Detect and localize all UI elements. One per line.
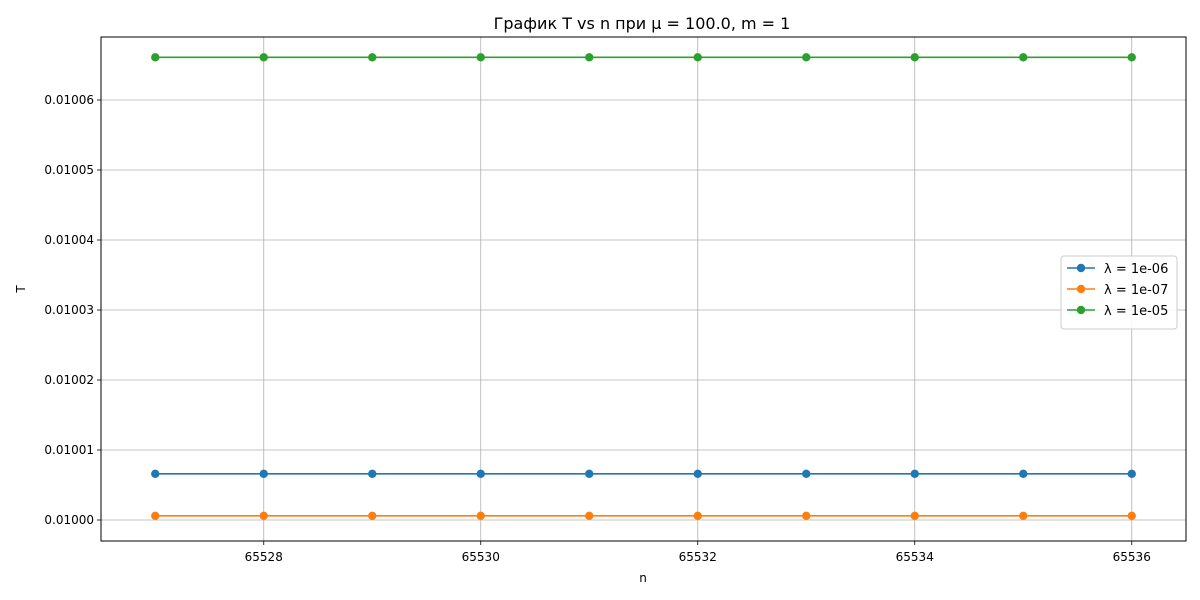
y-tick-label: 0.01001 [44,443,94,457]
data-point-1e-07 [910,511,919,520]
data-point-1e-06 [585,469,594,478]
x-tick-label: 65536 [1113,550,1151,564]
y-tick-label: 0.01005 [44,163,94,177]
data-point-1e-05 [693,53,702,62]
legend-entry-label: λ = 1e-06 [1104,262,1168,277]
data-point-1e-05 [802,53,811,62]
y-tick-label: 0.01002 [44,373,94,387]
y-tick-label: 0.01003 [44,303,94,317]
y-tick-label: 0.01006 [44,93,94,107]
data-point-1e-07 [802,511,811,520]
data-point-1e-07 [585,511,594,520]
legend-marker [1076,284,1086,294]
y-axis: 0.01000 0.01001 0.01002 0.01003 0.01004 0.010… [44,93,101,527]
x-tick-label: 65532 [679,550,717,564]
data-point-1e-05 [1127,53,1136,62]
data-point-1e-07 [476,511,485,520]
data-point-1e-06 [1019,469,1028,478]
data-point-1e-06 [910,469,919,478]
plot-frame [100,36,1187,542]
x-axis: 65528 65530 65532 65534 65536 [245,541,1151,564]
data-point-1e-05 [1019,53,1028,62]
data-point-1e-06 [151,469,160,478]
x-tick-label: 65534 [896,550,934,564]
data-point-1e-07 [151,511,160,520]
chart-title: График T vs n при μ = 100.0, m = 1 [494,14,791,33]
legend-marker [1076,263,1086,273]
x-axis-label: n [639,571,647,585]
data-point-1e-06 [368,469,377,478]
x-tick-label: 65530 [462,550,500,564]
legend-entry-label: λ = 1e-05 [1104,304,1168,319]
data-point-1e-06 [259,469,268,478]
x-tick-label: 65528 [245,550,283,564]
data-point-1e-07 [259,511,268,520]
series-layer [151,53,1136,520]
data-point-1e-05 [585,53,594,62]
data-point-1e-05 [476,53,485,62]
data-point-1e-06 [693,469,702,478]
grid [101,37,1186,541]
data-point-1e-07 [368,511,377,520]
legend-entry-label: λ = 1e-07 [1104,283,1168,298]
data-point-1e-07 [693,511,702,520]
data-point-1e-07 [1127,511,1136,520]
data-point-1e-06 [802,469,811,478]
data-point-1e-05 [368,53,377,62]
data-point-1e-06 [1127,469,1136,478]
data-point-1e-05 [259,53,268,62]
legend-marker [1076,305,1086,315]
y-tick-label: 0.01004 [44,233,94,247]
data-point-1e-06 [476,469,485,478]
y-axis-label: T [14,285,28,294]
data-point-1e-05 [151,53,160,62]
data-point-1e-07 [1019,511,1028,520]
legend: λ = 1e-06 λ = 1e-07 λ = 1e-05 [1060,255,1178,330]
data-point-1e-05 [910,53,919,62]
y-tick-label: 0.01000 [44,513,94,527]
